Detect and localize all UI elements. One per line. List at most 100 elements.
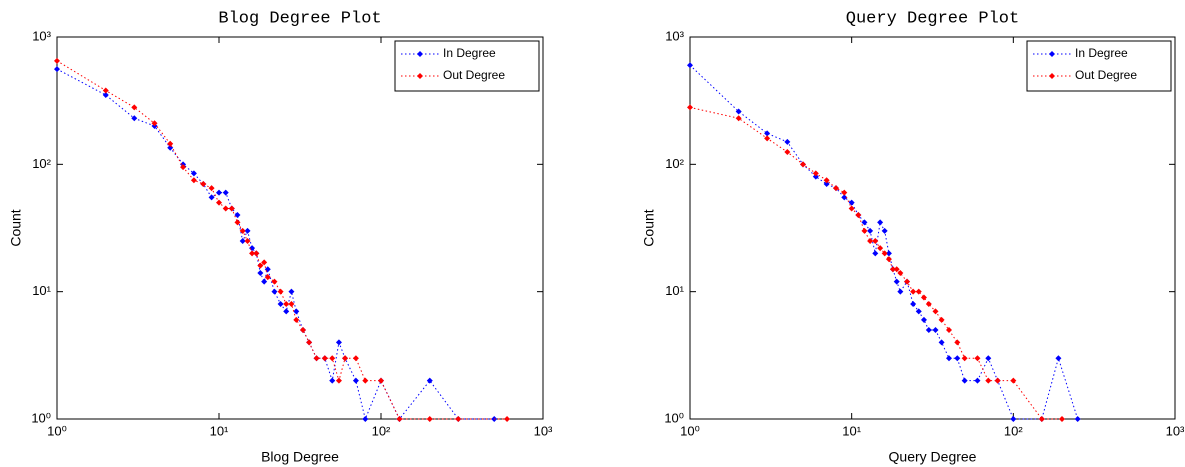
data-point [915, 308, 922, 315]
data-point [455, 416, 462, 422]
data-point [352, 377, 359, 384]
data-point [167, 140, 174, 147]
data-point [904, 278, 911, 285]
data-point [687, 62, 693, 69]
data-point [190, 177, 197, 184]
data-point [920, 294, 927, 301]
data-point [877, 219, 884, 226]
data-point [885, 256, 892, 263]
x-tick-label: 10¹ [210, 423, 229, 438]
data-point [932, 326, 939, 333]
data-point [249, 250, 256, 257]
data-point [954, 339, 961, 346]
data-point [974, 377, 981, 384]
data-point [131, 115, 138, 122]
x-axis-label: Blog Degree [261, 449, 339, 465]
data-point [954, 355, 961, 362]
data-point [841, 194, 848, 201]
x-tick-label: 10³ [1166, 423, 1185, 438]
data-point [961, 355, 968, 362]
data-point [848, 205, 855, 212]
data-point [925, 301, 932, 308]
data-point [299, 326, 306, 333]
data-point [352, 355, 359, 362]
data-point [271, 278, 278, 285]
data-point [893, 266, 900, 273]
data-point [1074, 416, 1081, 422]
data-point [877, 245, 884, 252]
data-point [1058, 416, 1065, 422]
x-tick-label: 10² [372, 423, 391, 438]
data-point [277, 301, 284, 308]
plot: Blog Degree Plot Blog Degree Count 10⁰ 10¹ 10… [8, 9, 553, 464]
data-point [945, 355, 952, 362]
data-point [985, 355, 992, 362]
x-axis-label: Query Degree [889, 449, 977, 465]
data-point [216, 189, 222, 196]
data-point [222, 205, 229, 212]
data-point [283, 308, 290, 315]
legend-box [394, 40, 540, 92]
data-point [54, 66, 60, 73]
data-point [938, 339, 945, 346]
data-point [893, 278, 900, 285]
data-point [1010, 416, 1017, 422]
data-point [261, 259, 268, 266]
data-point [54, 57, 60, 64]
data-point [426, 377, 433, 384]
data-point [897, 270, 904, 277]
data-point [881, 227, 888, 234]
data-point [841, 189, 848, 196]
y-tick-label: 10¹ [665, 283, 684, 298]
data-point [378, 377, 384, 384]
legend-label: Out Degree [443, 68, 505, 82]
x-tick-label: 10⁰ [47, 423, 67, 438]
data-point [342, 355, 349, 362]
data-point [861, 219, 868, 226]
data-point [239, 237, 246, 244]
y-axis-label: Count [641, 209, 657, 246]
data-point [426, 416, 433, 422]
data-point [812, 173, 819, 180]
x-tick-label: 10² [1004, 423, 1023, 438]
data-point [1055, 355, 1062, 362]
y-tick-label: 10³ [32, 28, 51, 43]
data-point [257, 270, 264, 277]
y-tick-label: 10³ [665, 28, 684, 43]
chart-title: Blog Degree Plot [218, 9, 381, 28]
data-point [504, 416, 511, 422]
data-point [925, 326, 932, 333]
data-point [102, 92, 109, 99]
data-point [823, 177, 830, 184]
data-point [881, 250, 888, 257]
y-axis-label: Count [8, 209, 24, 246]
data-point [885, 250, 892, 257]
data-point [938, 316, 945, 323]
data-point [208, 185, 215, 192]
data-point [283, 301, 290, 308]
data-point [985, 377, 992, 384]
data-point [234, 219, 241, 226]
plot-area [56, 36, 544, 420]
data-point [131, 104, 138, 111]
data-point [764, 135, 771, 142]
data-point [228, 205, 235, 212]
data-point [288, 301, 295, 308]
data-point [180, 164, 187, 171]
data-point [867, 237, 874, 244]
data-point [867, 227, 874, 234]
data-point [239, 227, 246, 234]
y-tick-label: 10⁰ [664, 410, 684, 425]
data-point [945, 326, 952, 333]
data-point [329, 355, 336, 362]
data-point [1010, 377, 1017, 384]
data-point [872, 250, 879, 257]
legend-label: Out Degree [1075, 68, 1137, 82]
plot: Query Degree Plot Query Degree Count 10⁰ 10¹… [641, 9, 1185, 464]
data-point [306, 339, 313, 346]
x-tick-label: 10³ [534, 423, 553, 438]
data-point [257, 262, 264, 269]
legend-label: In Degree [443, 46, 496, 60]
data-point [872, 237, 879, 244]
data-point [102, 87, 109, 94]
